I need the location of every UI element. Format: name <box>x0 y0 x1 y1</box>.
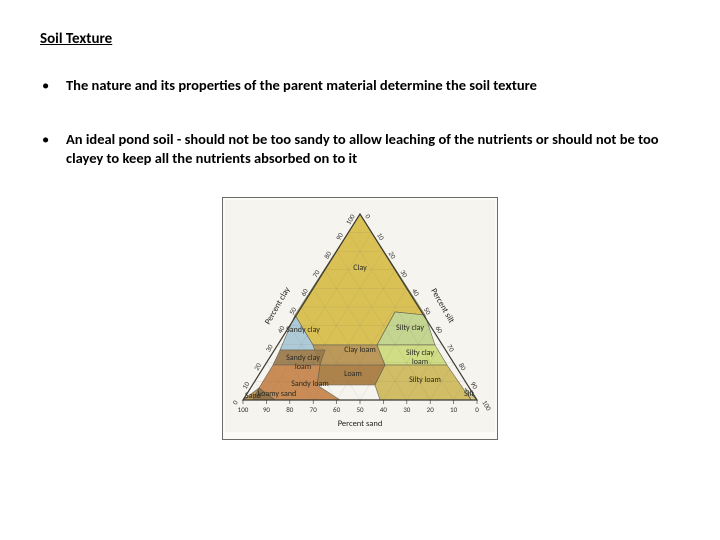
svg-text:100: 100 <box>238 405 249 414</box>
svg-text:Sandy clay: Sandy clay <box>286 325 320 335</box>
svg-text:10: 10 <box>450 405 458 414</box>
figure-border: 1009080706050403020100010203040506070809… <box>222 197 498 440</box>
page-title: Soil Texture <box>40 30 680 48</box>
svg-text:Loamy sand: Loamy sand <box>258 389 296 399</box>
svg-text:0: 0 <box>230 398 240 406</box>
svg-text:50: 50 <box>356 405 364 414</box>
svg-text:80: 80 <box>286 405 294 414</box>
svg-text:loam: loam <box>295 362 311 372</box>
svg-text:Clay loam: Clay loam <box>344 345 376 355</box>
svg-text:Silt: Silt <box>464 389 474 399</box>
bullet-item: • An ideal pond soil - should not be too… <box>40 130 680 169</box>
svg-text:Clay: Clay <box>353 263 367 273</box>
svg-text:0: 0 <box>363 212 373 220</box>
svg-text:20: 20 <box>427 405 435 414</box>
svg-text:Silty loam: Silty loam <box>409 375 441 385</box>
bullet-text: An ideal pond soil - should not be too s… <box>66 130 680 169</box>
svg-text:Silty clay: Silty clay <box>396 323 424 333</box>
bullet-marker: • <box>40 76 66 96</box>
bullet-marker: • <box>40 130 66 150</box>
svg-text:40: 40 <box>380 405 388 414</box>
svg-text:90: 90 <box>263 405 271 414</box>
svg-text:70: 70 <box>310 405 318 414</box>
svg-text:Percent silt: Percent silt <box>428 287 456 325</box>
svg-text:Sandy loam: Sandy loam <box>291 379 329 389</box>
svg-text:60: 60 <box>333 405 341 414</box>
svg-text:Sand: Sand <box>245 391 261 401</box>
svg-text:loam: loam <box>412 357 428 367</box>
svg-text:Percent sand: Percent sand <box>338 419 383 429</box>
soil-texture-triangle: 1009080706050403020100010203040506070809… <box>225 200 495 432</box>
svg-text:0: 0 <box>475 405 479 414</box>
bullet-text: The nature and its properties of the par… <box>66 76 680 96</box>
svg-text:100: 100 <box>480 398 493 412</box>
bullet-item: • The nature and its properties of the p… <box>40 76 680 96</box>
figure-container: 1009080706050403020100010203040506070809… <box>40 197 680 440</box>
svg-text:Loam: Loam <box>344 369 362 379</box>
svg-text:30: 30 <box>403 405 411 414</box>
svg-text:Percent clay: Percent clay <box>263 285 293 326</box>
